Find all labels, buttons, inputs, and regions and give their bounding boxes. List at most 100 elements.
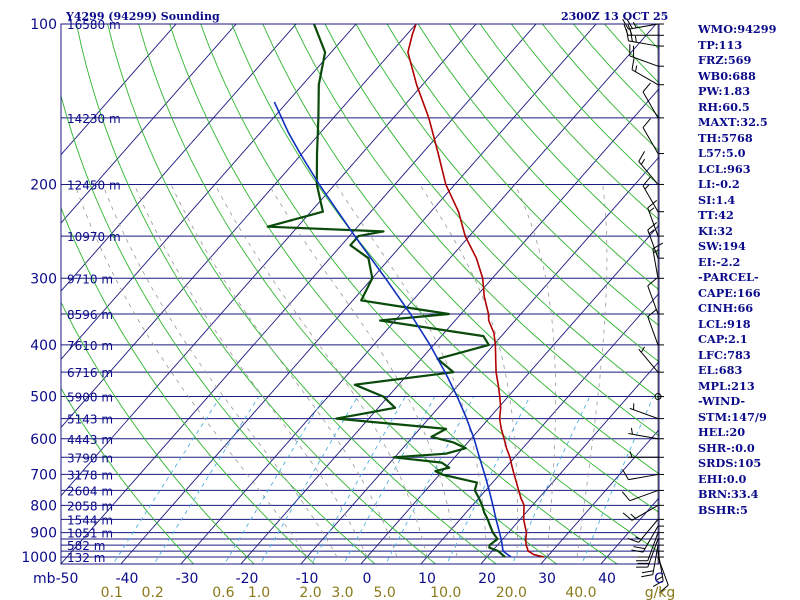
index-item: FRZ:569 bbox=[698, 53, 752, 67]
index-item: WB0:688 bbox=[698, 68, 756, 83]
wind-barb-feather bbox=[642, 82, 651, 93]
mixing-ratio-line bbox=[581, 396, 654, 564]
plot-frame bbox=[60, 23, 660, 565]
wind-barb-staff bbox=[638, 161, 659, 185]
index-item: MPL:213 bbox=[698, 378, 755, 393]
mixing-ratio-tick-label: 20.0 bbox=[496, 585, 527, 600]
mixing-ratio-unit-label: g/kg bbox=[645, 585, 676, 600]
wind-calm-marker bbox=[654, 393, 662, 401]
temperature-tick-label: -30 bbox=[176, 571, 199, 587]
temperature-tick-label: -40 bbox=[116, 571, 139, 587]
mixing-ratio-tick-label: 1.0 bbox=[248, 585, 270, 600]
height-tick-label: 132 m bbox=[67, 551, 105, 565]
wind-barb-staff bbox=[628, 23, 659, 30]
dry-adiabat-line bbox=[61, 301, 255, 564]
mixing-ratio-tick-label: 10.0 bbox=[430, 585, 461, 600]
sounding-time-title: 2300Z 13 OCT 25 bbox=[561, 10, 668, 23]
wind-barb-half-feather bbox=[634, 65, 638, 72]
mixing-ratio-tick-label: 2.0 bbox=[299, 585, 321, 600]
wind-barb-feather bbox=[647, 308, 658, 318]
index-item: CAPE:166 bbox=[698, 285, 761, 300]
dry-adiabat-line bbox=[61, 94, 376, 564]
pressure-tick-label: 1000 bbox=[21, 550, 57, 566]
dewpoint-profile-line bbox=[266, 24, 506, 558]
wind-barb-feather bbox=[622, 18, 629, 30]
wind-barb-half-feather bbox=[648, 229, 655, 235]
wind-barb-staff bbox=[647, 538, 659, 568]
parcel-profile-line bbox=[273, 101, 512, 558]
index-item: WMO:94299 bbox=[698, 22, 777, 36]
isotherm-line bbox=[120, 24, 597, 564]
height-tick-label: 16580 m bbox=[67, 18, 121, 32]
isotherm-line bbox=[61, 24, 177, 156]
index-item: TP:113 bbox=[698, 37, 743, 52]
height-tick-label: 12450 m bbox=[67, 178, 121, 192]
wind-barb-staff bbox=[642, 91, 659, 119]
wind-barb-feather bbox=[652, 580, 664, 587]
wind-barb-feather bbox=[642, 118, 651, 128]
index-item: PW:1.83 bbox=[698, 84, 751, 98]
index-item: SHR-:0.0 bbox=[698, 440, 755, 455]
index-item: KI:32 bbox=[698, 223, 733, 238]
wind-barb-staff bbox=[628, 433, 659, 440]
mixing-ratio-line bbox=[511, 396, 591, 564]
height-tick-label: 582 m bbox=[67, 539, 105, 553]
height-tick-label: 5900 m bbox=[67, 391, 113, 405]
wind-barb-feather bbox=[633, 546, 646, 550]
wind-barb-feather bbox=[658, 584, 669, 594]
wind-barb-half-feather bbox=[630, 427, 633, 435]
pressure-tick-label: 300 bbox=[30, 271, 57, 287]
isotherm-line bbox=[61, 24, 237, 224]
moist-adiabat-line bbox=[74, 184, 308, 558]
wind-barb-feather bbox=[622, 512, 633, 521]
wind-barb-half-feather bbox=[632, 22, 637, 29]
sounding-station-title: Y4299 (94299) Sounding bbox=[65, 10, 220, 23]
pressure-tick-label: 200 bbox=[30, 177, 57, 193]
wind-barb-feather bbox=[641, 570, 654, 574]
wind-barb-staff bbox=[642, 185, 659, 212]
height-tick-label: 5143 m bbox=[67, 413, 113, 427]
index-item: -WIND- bbox=[698, 394, 746, 408]
wind-barb-feather bbox=[641, 574, 653, 578]
mixing-ratio-line bbox=[259, 396, 358, 564]
isotherm-line bbox=[480, 360, 659, 564]
wind-barb-feather bbox=[627, 537, 639, 543]
temperature-tick-label: 0 bbox=[363, 571, 372, 587]
mixing-ratio-line bbox=[385, 396, 475, 564]
dry-adiabat-line bbox=[355, 24, 659, 363]
wind-barb-staff bbox=[652, 248, 659, 279]
temperature-profile-line bbox=[407, 24, 545, 558]
dry-adiabat-line bbox=[417, 24, 659, 291]
isotherm-line bbox=[61, 24, 297, 292]
height-tick-label: 2058 m bbox=[67, 499, 113, 513]
wind-barb-staff bbox=[638, 348, 659, 373]
isotherm-line bbox=[61, 24, 537, 564]
index-item: SRDS:105 bbox=[698, 456, 762, 470]
wind-barb-half-feather bbox=[635, 536, 642, 540]
mixing-ratio-tick-label: 0.1 bbox=[101, 585, 123, 600]
wind-barb-staff bbox=[631, 69, 659, 86]
wind-barb-staff bbox=[638, 519, 659, 543]
wind-barb-feather bbox=[621, 491, 631, 501]
wind-barb-half-feather bbox=[630, 513, 636, 519]
moist-adiabat-line bbox=[335, 184, 488, 558]
wind-barb-staff bbox=[642, 525, 659, 553]
index-item: HEL:20 bbox=[698, 425, 746, 439]
wind-barb-half-feather bbox=[629, 451, 633, 458]
index-item: LFC:783 bbox=[698, 347, 751, 362]
wind-barb-staff bbox=[647, 285, 659, 315]
height-tick-label: 4443 m bbox=[67, 433, 113, 447]
isotherm-line bbox=[180, 24, 657, 564]
wind-barb-staff bbox=[629, 55, 659, 67]
wind-barb-half-feather bbox=[640, 346, 646, 353]
profile-layer bbox=[266, 24, 545, 558]
mixing-ratio-line bbox=[153, 396, 260, 564]
moist-adiabat-line bbox=[268, 184, 458, 558]
index-item: TH:5768 bbox=[698, 130, 753, 145]
index-item: CINH:66 bbox=[698, 301, 754, 315]
wind-barb-feather bbox=[647, 200, 658, 209]
moist-adiabat-line bbox=[576, 184, 608, 558]
pressure-tick-label: 800 bbox=[30, 498, 57, 514]
wind-barb-staff bbox=[657, 551, 664, 581]
